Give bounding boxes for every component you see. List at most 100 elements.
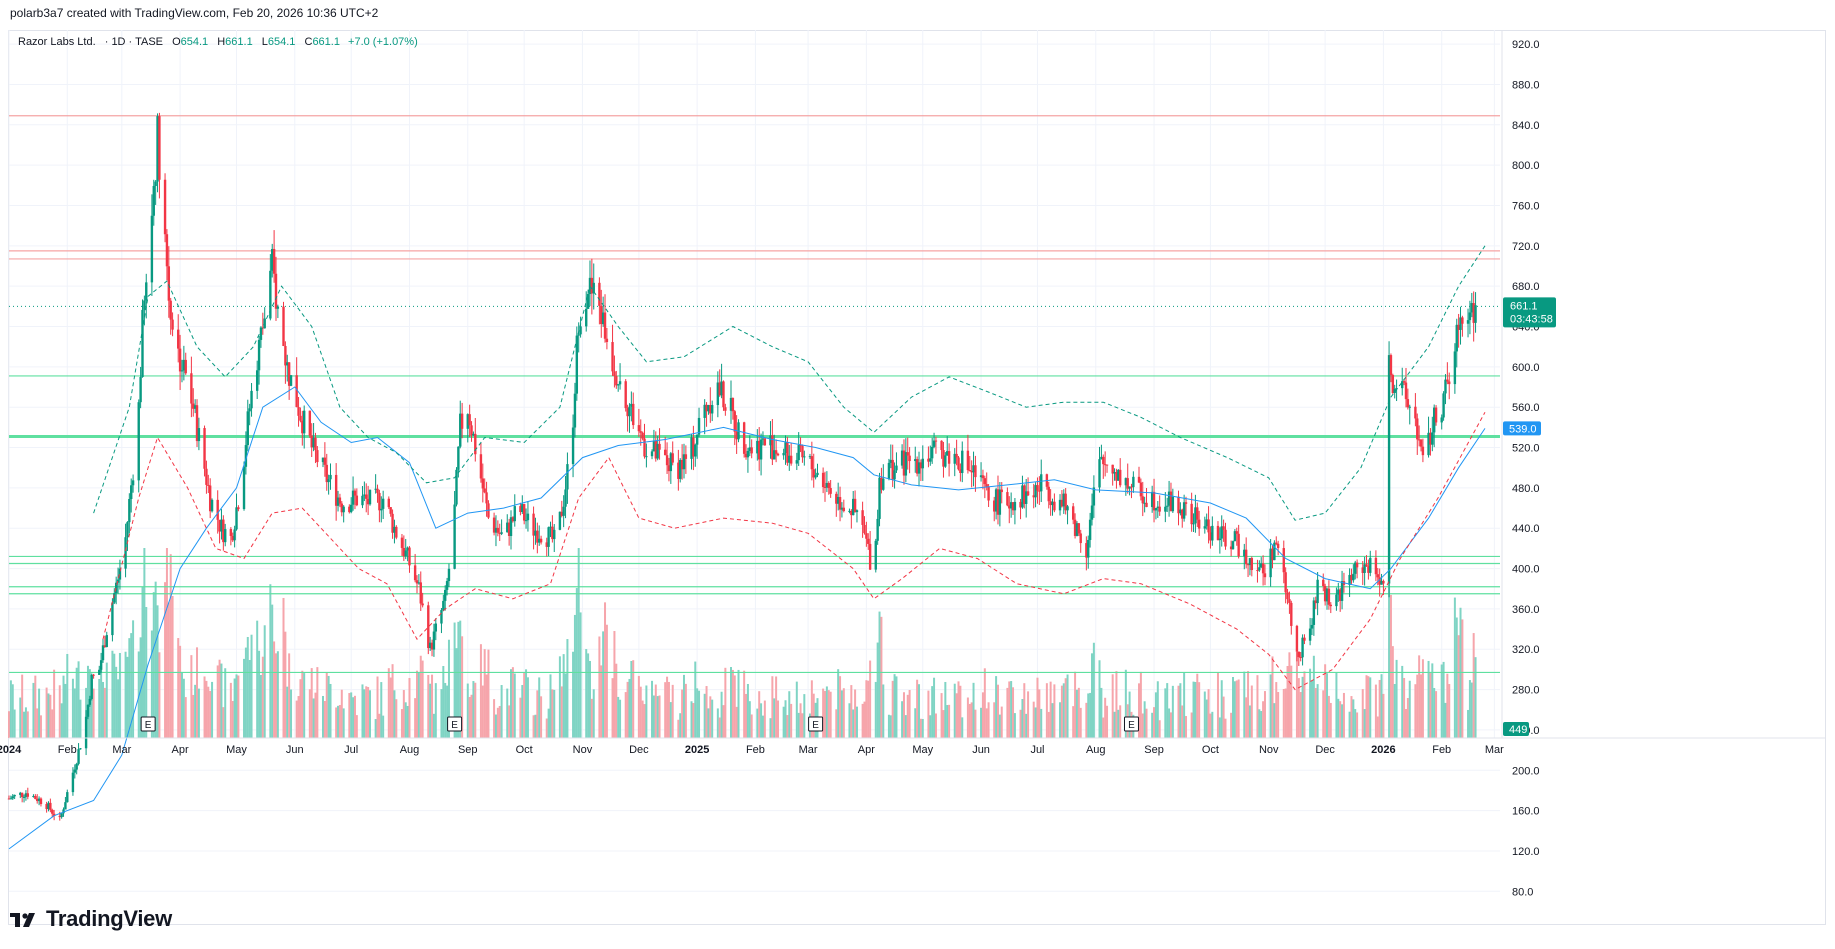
candle-body <box>716 382 720 406</box>
volume-bar <box>1209 713 1212 738</box>
candle-body <box>1243 549 1246 557</box>
volume-bar <box>1389 594 1392 738</box>
volume-bar <box>1352 699 1355 738</box>
candle-body <box>677 462 680 479</box>
volume-bar <box>1179 683 1182 738</box>
volume-bar <box>446 685 449 738</box>
volume-bar <box>1183 672 1186 738</box>
volume-bar <box>1111 674 1114 738</box>
candle-body <box>131 480 135 486</box>
candle-body <box>1066 506 1069 511</box>
volume-bar <box>931 686 934 738</box>
candle-body <box>165 234 169 267</box>
candle-body <box>513 506 516 522</box>
volume-bar <box>246 636 249 738</box>
volume-bar <box>327 675 330 738</box>
candlesticks <box>7 112 1477 821</box>
volume-bar <box>573 614 576 738</box>
volume-bar <box>684 683 687 738</box>
volume-bar <box>459 620 462 738</box>
candle-body <box>1181 509 1184 519</box>
volume-bar <box>880 616 883 738</box>
volume-bar <box>164 582 167 738</box>
volume-bar <box>534 714 537 738</box>
candle-body <box>479 454 483 479</box>
candle-body <box>1103 464 1107 466</box>
volume-bar <box>1446 673 1449 738</box>
candle-body <box>71 772 75 793</box>
candle-body <box>1431 432 1434 445</box>
open-value: 654.1 <box>180 36 209 48</box>
volume-bar <box>269 584 272 738</box>
candle-body <box>724 407 727 411</box>
volume-bar <box>1075 689 1078 738</box>
candle-body <box>77 749 80 764</box>
volume-bar <box>1049 681 1052 738</box>
volume-bar <box>408 677 411 738</box>
price-tick-label: 280.0 <box>1512 685 1540 697</box>
earnings-marker-label: E <box>145 720 152 731</box>
candle-body <box>801 445 804 458</box>
symbol-name[interactable]: Razor Labs Ltd. <box>18 36 96 48</box>
symbol-interval: · 1D · TASE <box>104 36 163 48</box>
volume-bar <box>1196 673 1199 738</box>
candle-body <box>835 493 838 504</box>
candle-body <box>421 603 424 606</box>
candle-body <box>707 405 710 412</box>
candle-body <box>297 407 300 416</box>
candle-body <box>1335 594 1338 607</box>
volume-bar <box>1341 704 1344 738</box>
price-chart[interactable]: E E E E 920.0 880.0 840.0 800.0 760.0 720.0 680.0 6… <box>0 0 1835 905</box>
volume-bar <box>1408 680 1411 738</box>
volume-bar <box>1461 619 1464 738</box>
candle-body <box>1414 406 1417 419</box>
candle-body <box>782 452 785 456</box>
candle-body <box>829 488 832 494</box>
earnings-marker: E <box>447 716 463 732</box>
volume-bar <box>179 645 182 738</box>
volume-bar <box>36 708 39 738</box>
volume-bar <box>810 680 813 738</box>
volume-bar <box>1139 671 1142 738</box>
candle-body <box>1457 324 1460 330</box>
volume-bar <box>308 689 311 738</box>
price-tick-label: 440.0 <box>1512 523 1540 535</box>
volume-bar <box>321 695 324 738</box>
candle-body <box>24 793 28 797</box>
volume-bar <box>666 676 669 738</box>
candle-body <box>539 538 543 543</box>
candle-body <box>1115 472 1118 481</box>
volume-bar <box>1216 672 1219 738</box>
volume-bar <box>519 697 522 738</box>
candle-body <box>49 802 52 810</box>
candle-body <box>126 522 129 538</box>
candle-body <box>259 327 263 340</box>
candle-body <box>1019 501 1022 508</box>
volume-bar <box>1303 671 1306 738</box>
candle-body <box>942 450 945 467</box>
time-tick-label: Oct <box>1202 744 1219 756</box>
volume-bar <box>427 674 430 738</box>
volume-bar <box>434 683 437 738</box>
candle-body <box>36 798 39 802</box>
candle-body <box>171 319 174 330</box>
volume-bar <box>1038 689 1041 738</box>
volume-bar <box>948 704 951 738</box>
volume-bar <box>1090 653 1093 738</box>
volume-bar <box>1141 713 1144 738</box>
candle-body <box>616 384 620 386</box>
candle-body <box>7 798 11 800</box>
brand-footer[interactable]: TradingView <box>10 906 172 932</box>
volume-bar <box>837 669 840 738</box>
candle-body <box>742 422 746 454</box>
candle-body <box>1374 557 1378 575</box>
change-value: +7.0 (+1.07%) <box>348 36 418 48</box>
volume-bar <box>600 665 603 738</box>
candle-body <box>759 439 763 460</box>
volume-bar <box>940 693 943 738</box>
volume-bar <box>1164 688 1167 738</box>
volume-bar <box>1262 701 1265 738</box>
candle-body <box>639 431 642 433</box>
volume-bar <box>1376 716 1379 738</box>
volume-bar <box>45 687 48 738</box>
